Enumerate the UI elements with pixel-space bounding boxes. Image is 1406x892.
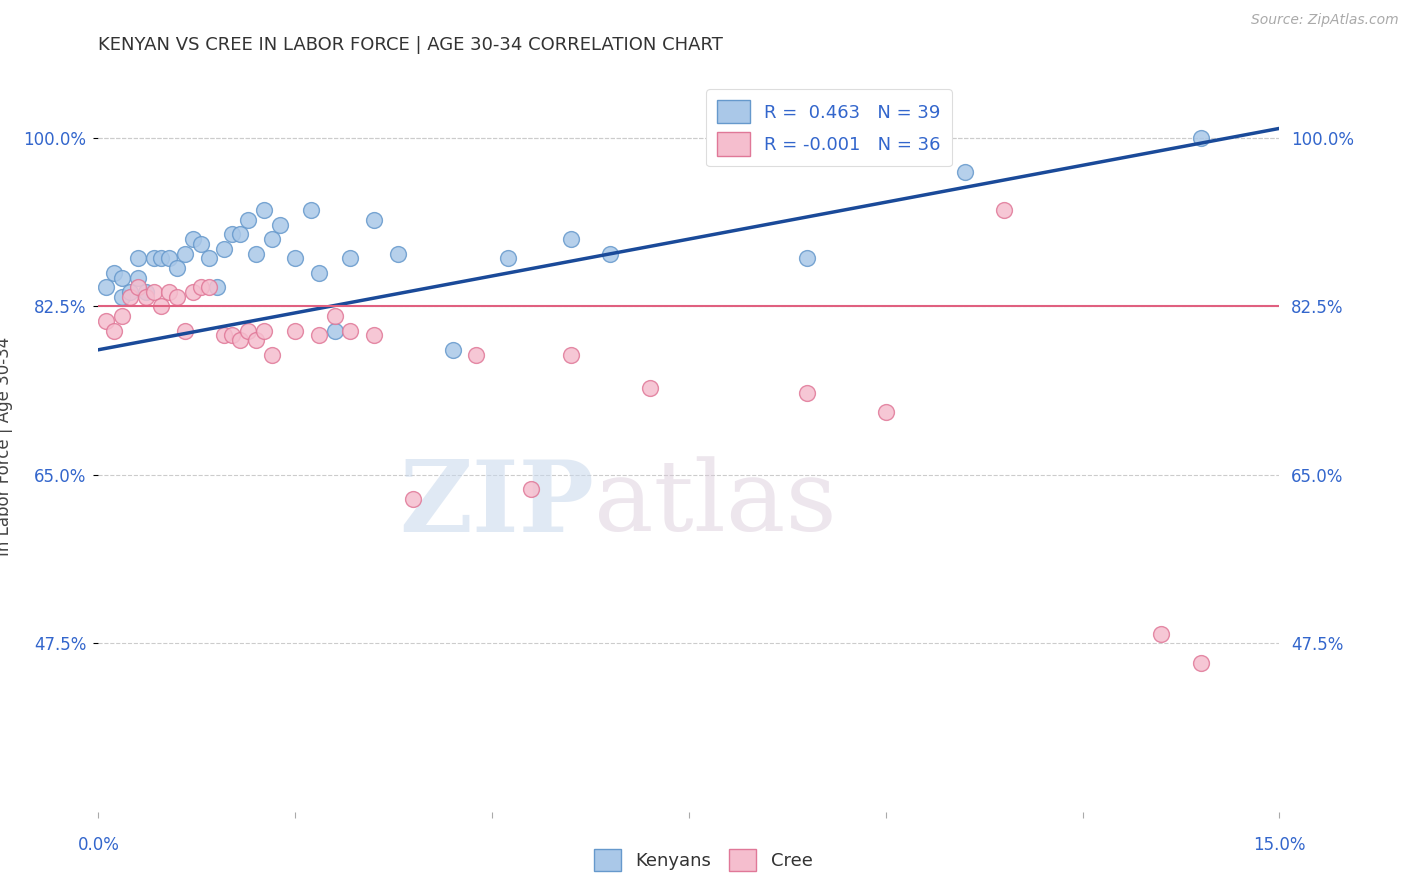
Point bbox=[993, 203, 1015, 218]
Point bbox=[323, 324, 346, 338]
Point bbox=[221, 328, 243, 343]
Point bbox=[465, 348, 488, 362]
Point bbox=[796, 252, 818, 266]
Point bbox=[441, 343, 464, 357]
Point bbox=[1189, 131, 1212, 145]
Point bbox=[142, 285, 165, 299]
Point bbox=[599, 246, 621, 260]
Point bbox=[299, 203, 322, 218]
Point bbox=[96, 280, 118, 294]
Point bbox=[496, 252, 519, 266]
Point bbox=[284, 324, 307, 338]
Text: ZIP: ZIP bbox=[399, 456, 595, 553]
Point bbox=[111, 309, 134, 323]
Y-axis label: In Labor Force | Age 30-34: In Labor Force | Age 30-34 bbox=[0, 336, 13, 556]
Point bbox=[796, 386, 818, 401]
Point bbox=[197, 252, 219, 266]
Point bbox=[363, 212, 385, 227]
Point bbox=[103, 266, 125, 280]
Point bbox=[96, 314, 118, 328]
Point bbox=[111, 270, 134, 285]
Text: KENYAN VS CREE IN LABOR FORCE | AGE 30-34 CORRELATION CHART: KENYAN VS CREE IN LABOR FORCE | AGE 30-3… bbox=[98, 36, 723, 54]
Point bbox=[118, 285, 141, 299]
Point bbox=[157, 285, 180, 299]
Point bbox=[323, 309, 346, 323]
Point bbox=[236, 212, 259, 227]
Point bbox=[260, 348, 283, 362]
Point bbox=[269, 218, 291, 232]
Point bbox=[402, 491, 425, 506]
Point bbox=[190, 236, 212, 251]
Point bbox=[103, 324, 125, 338]
Text: 0.0%: 0.0% bbox=[77, 836, 120, 854]
Point bbox=[118, 290, 141, 304]
Point bbox=[221, 227, 243, 242]
Point bbox=[560, 232, 582, 246]
Point bbox=[205, 280, 228, 294]
Point bbox=[127, 270, 149, 285]
Point bbox=[127, 252, 149, 266]
Point bbox=[214, 328, 236, 343]
Point bbox=[253, 203, 276, 218]
Legend: Kenyans, Cree: Kenyans, Cree bbox=[586, 842, 820, 879]
Point bbox=[150, 300, 173, 314]
Point bbox=[229, 227, 252, 242]
Point bbox=[245, 246, 267, 260]
Point bbox=[127, 280, 149, 294]
Point bbox=[253, 324, 276, 338]
Point bbox=[166, 290, 188, 304]
Point bbox=[181, 232, 204, 246]
Point bbox=[181, 285, 204, 299]
Point bbox=[339, 252, 361, 266]
Text: atlas: atlas bbox=[595, 457, 837, 552]
Point bbox=[387, 246, 409, 260]
Point bbox=[560, 348, 582, 362]
Point bbox=[520, 483, 543, 497]
Point bbox=[142, 252, 165, 266]
Point bbox=[174, 246, 197, 260]
Point bbox=[1150, 626, 1173, 640]
Point bbox=[166, 260, 188, 275]
Legend: R =  0.463   N = 39, R = -0.001   N = 36: R = 0.463 N = 39, R = -0.001 N = 36 bbox=[706, 89, 952, 167]
Point bbox=[214, 242, 236, 256]
Point bbox=[245, 333, 267, 347]
Point bbox=[236, 324, 259, 338]
Point bbox=[1189, 656, 1212, 670]
Point bbox=[260, 232, 283, 246]
Point bbox=[135, 285, 157, 299]
Point bbox=[111, 290, 134, 304]
Point bbox=[339, 324, 361, 338]
Point bbox=[953, 164, 976, 178]
Point bbox=[308, 266, 330, 280]
Point bbox=[875, 405, 897, 419]
Point bbox=[363, 328, 385, 343]
Point bbox=[190, 280, 212, 294]
Text: Source: ZipAtlas.com: Source: ZipAtlas.com bbox=[1251, 13, 1399, 28]
Point bbox=[135, 290, 157, 304]
Point bbox=[197, 280, 219, 294]
Point bbox=[638, 381, 661, 395]
Point bbox=[284, 252, 307, 266]
Point bbox=[150, 252, 173, 266]
Text: 15.0%: 15.0% bbox=[1253, 836, 1306, 854]
Point bbox=[174, 324, 197, 338]
Point bbox=[308, 328, 330, 343]
Point bbox=[157, 252, 180, 266]
Point bbox=[229, 333, 252, 347]
